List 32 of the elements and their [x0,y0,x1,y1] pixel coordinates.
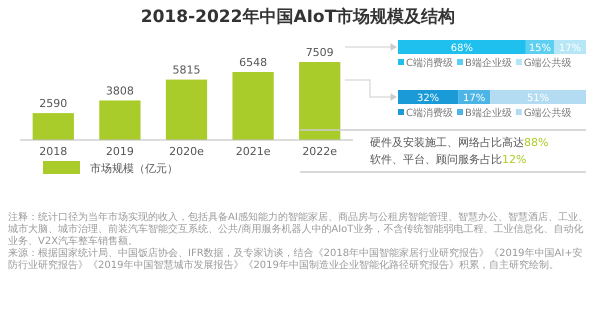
x-tick-label: 2021e [236,145,271,158]
bar [299,62,340,140]
data-label: 7509 [306,46,334,59]
bar [32,113,74,140]
data-label: 6548 [239,56,268,69]
data-label: 17% [463,93,486,104]
legend-label: 市场规模（亿元） [90,162,178,175]
x-tick-label: 2020e [169,145,204,158]
bar [232,72,274,140]
data-label: 2590 [39,97,68,110]
legend-label: C端消费级 [406,57,453,69]
data-label: 32% [416,93,440,104]
bar [166,80,208,140]
data-label: 15% [528,43,552,54]
data-label: 51% [526,93,550,104]
legend-label: C端消费级 [406,107,453,119]
chart-title: 2018-2022年中国AIoT市场规模及结构 [140,7,456,27]
x-tick-label: 2018 [39,145,68,158]
legend-label: B端企业级 [464,57,512,69]
data-label: 17% [558,43,582,54]
data-label: 68% [450,43,474,54]
text: 硬件及安装施工、网络占比高达88% [370,136,548,149]
source-note: 来源：根据国家统计局、中国饭店协会、IFR数据，及专家访谈，结合《2018年中国智能家居行业研究报告》《2019年中国AI+安防行业研究报告》《2019年中国智慧城市发展报告》《2019年中国制造业企业智能化路径研究报告》积累，自主研究绘制。 [8,248,584,272]
legend-label: G端公共级 [524,107,572,119]
x-tick-label: 2019 [106,145,134,158]
legend-label: B端企业级 [464,107,512,119]
bar [99,100,141,140]
text: 软件、平台、顾问服务占比12% [370,153,526,166]
data-label: 5815 [172,64,200,77]
x-tick-label: 2022e [302,145,338,158]
legend-label: G端公共级 [524,57,572,69]
data-label: 3808 [106,84,134,98]
